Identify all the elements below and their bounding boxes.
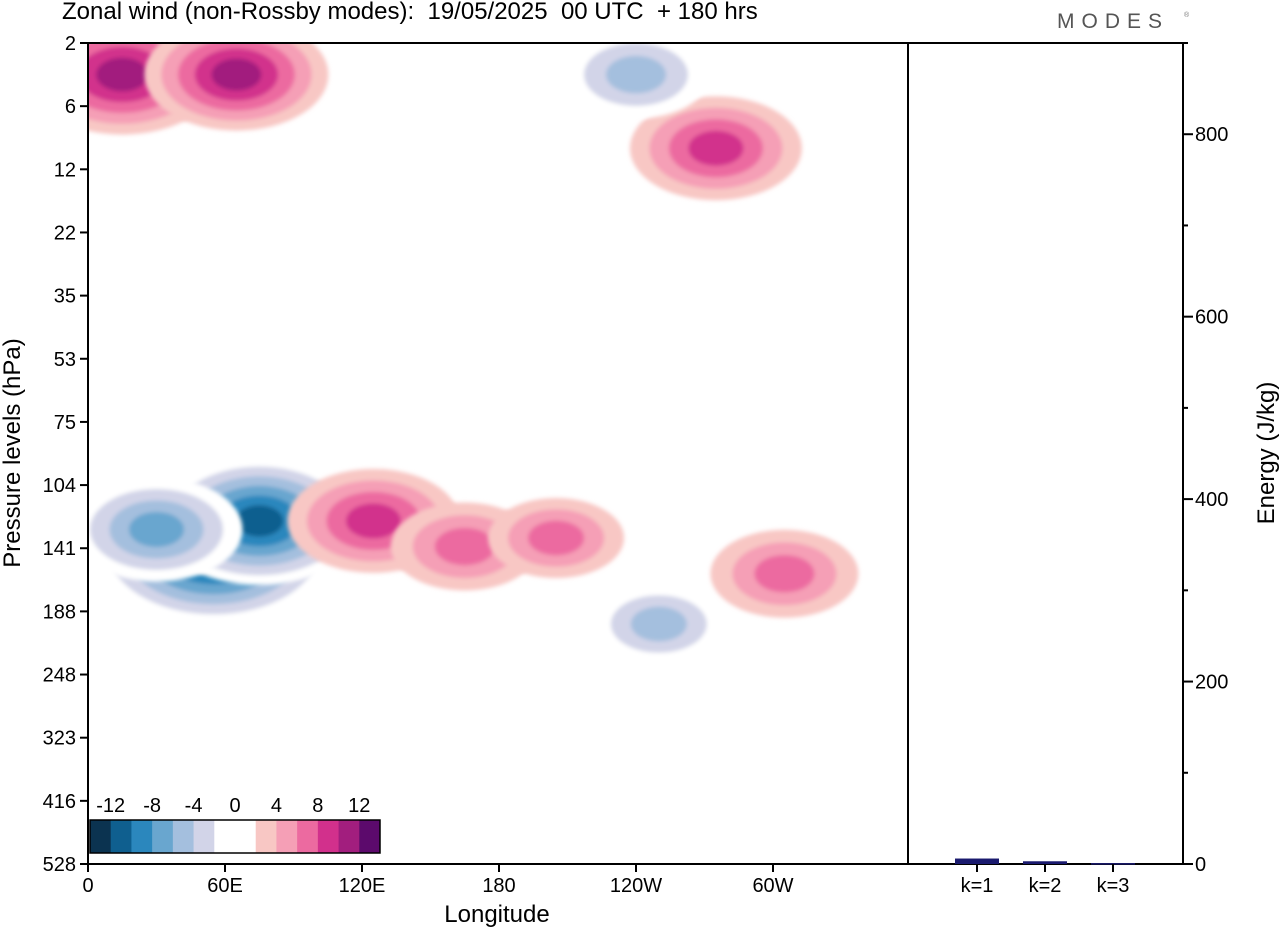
y-tick-label: 6 (65, 96, 76, 118)
colorbar-swatch (338, 820, 360, 853)
colorbar-label: -8 (143, 795, 161, 817)
longitude-axis: 0 60E 120E 180 120W 60W (82, 864, 794, 897)
colorbar-swatch (255, 820, 277, 853)
colorbar-frame (89, 819, 381, 854)
y-tick-label: 323 (43, 728, 76, 750)
colorbar-swatch (297, 820, 319, 853)
contour-shell (96, 57, 149, 92)
energy-tick-label: 600 (1195, 307, 1228, 329)
easterly-anomaly (88, 477, 243, 582)
contour-shell (606, 55, 666, 94)
contour-shell (630, 606, 687, 642)
energy-plot-frame (907, 42, 1184, 865)
colorbar-swatch (172, 820, 195, 853)
energy-axis-label: Energy (J/kg) (1253, 382, 1280, 525)
energy-tick-label: 0 (1195, 854, 1206, 876)
energy-bar (1023, 861, 1067, 864)
y-tick-label: 528 (43, 854, 76, 876)
pressure-axis: 2 6 12 22 35 53 75 104 141 188 248 323 416 528 (43, 33, 88, 876)
colorbar-label: 8 (312, 795, 323, 817)
contour-shell (235, 505, 284, 537)
easterly-anomaly (590, 584, 727, 665)
energy-tick-label: 400 (1195, 489, 1228, 511)
energy-bar (1091, 863, 1135, 865)
bar-label: k=2 (1029, 875, 1062, 897)
y-tick-label: 35 (54, 286, 76, 308)
colorbar-swatch (131, 820, 153, 853)
easterly-anomaly (562, 43, 710, 119)
bar-label: k=3 (1097, 875, 1130, 897)
y-tick-label: 12 (54, 159, 76, 181)
colorbar-label: 4 (271, 795, 282, 817)
colorbar-label: -12 (96, 795, 125, 817)
modes-logo: MODES (1057, 10, 1170, 33)
energy-axis: 0 200 400 600 800 (1183, 42, 1228, 876)
colorbar-swatch (317, 820, 340, 853)
x-axis-label: Longitude (444, 901, 549, 928)
contour-shell (211, 58, 262, 91)
westerly-anomaly (629, 96, 802, 201)
energy-tick-label: 800 (1195, 124, 1228, 146)
x-tick-label: 60W (752, 875, 793, 897)
registered-mark: ® (1184, 12, 1190, 19)
energy-bars: k=1 k=2 k=3 (955, 858, 1135, 897)
colorbar-swatch (152, 820, 174, 853)
colorbar-swatch (214, 820, 236, 853)
y-tick-label: 22 (54, 222, 76, 244)
colorbar-swatch (235, 820, 257, 853)
wind-field (88, 43, 859, 665)
westerly-anomaly (144, 43, 329, 131)
y-tick-label: 53 (54, 349, 76, 371)
colorbar-label: -4 (185, 795, 203, 817)
y-tick-label: 248 (43, 665, 76, 687)
contour-shell (528, 520, 585, 556)
energy-tick-label: 200 (1195, 672, 1228, 694)
x-tick-label: 0 (82, 875, 93, 897)
y-tick-label: 141 (43, 538, 76, 560)
y-tick-label: 104 (43, 475, 76, 497)
colorbar: -12 -8 -4 0 4 8 12 (89, 795, 381, 854)
colorbar-label: 0 (229, 795, 240, 817)
colorbar-swatch (276, 820, 298, 853)
energy-bar (955, 858, 999, 864)
colorbar-swatch (90, 820, 112, 853)
colorbar-swatch (193, 820, 215, 853)
y-tick-label: 75 (54, 412, 76, 434)
x-tick-label: 120E (339, 875, 386, 897)
y-tick-label: 188 (43, 601, 76, 623)
x-tick-label: 180 (482, 875, 515, 897)
contour-shell (434, 527, 495, 566)
colorbar-swatch (359, 820, 381, 853)
x-tick-label: 120W (610, 875, 662, 897)
y-tick-label: 2 (65, 33, 76, 55)
contour-shell (688, 130, 744, 166)
y-tick-label: 416 (43, 791, 76, 813)
chart-title: Zonal wind (non-Rossby modes): 19/05/202… (62, 0, 758, 25)
y-axis-label: Pressure levels (hPa) (0, 338, 26, 567)
westerly-anomaly (488, 497, 625, 578)
contour-shell (754, 555, 815, 593)
westerly-anomaly (710, 529, 859, 618)
colorbar-label: 12 (348, 795, 370, 817)
bar-label: k=1 (961, 875, 994, 897)
contour-shell (345, 503, 401, 539)
x-tick-label: 60E (207, 875, 243, 897)
colorbar-swatch (110, 820, 132, 853)
contour-shell (129, 511, 184, 547)
